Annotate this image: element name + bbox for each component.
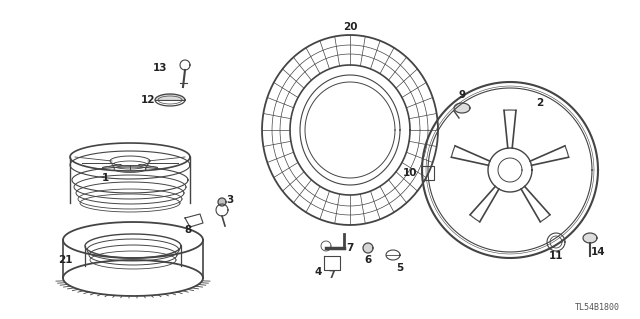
Text: 11: 11 [548, 251, 563, 261]
Text: 1: 1 [101, 173, 109, 183]
Text: 6: 6 [364, 255, 372, 265]
Text: TL54B1800: TL54B1800 [575, 303, 620, 312]
Polygon shape [363, 243, 373, 253]
Text: 4: 4 [314, 267, 322, 277]
Text: 21: 21 [58, 255, 72, 265]
Polygon shape [155, 94, 185, 100]
Text: 13: 13 [153, 63, 167, 73]
Polygon shape [454, 103, 470, 113]
Text: 2: 2 [536, 98, 543, 108]
Polygon shape [583, 233, 597, 243]
Bar [422, 166, 434, 180]
Text: 9: 9 [458, 90, 465, 100]
Text: 14: 14 [591, 247, 605, 257]
Text: 3: 3 [227, 195, 234, 205]
Text: 5: 5 [396, 263, 404, 273]
Text: 8: 8 [184, 225, 191, 235]
Text: 7: 7 [328, 270, 335, 280]
Polygon shape [218, 198, 226, 206]
Text: 10: 10 [403, 168, 417, 178]
Text: 7: 7 [346, 243, 354, 253]
Text: 20: 20 [343, 22, 357, 32]
Text: 12: 12 [141, 95, 156, 105]
